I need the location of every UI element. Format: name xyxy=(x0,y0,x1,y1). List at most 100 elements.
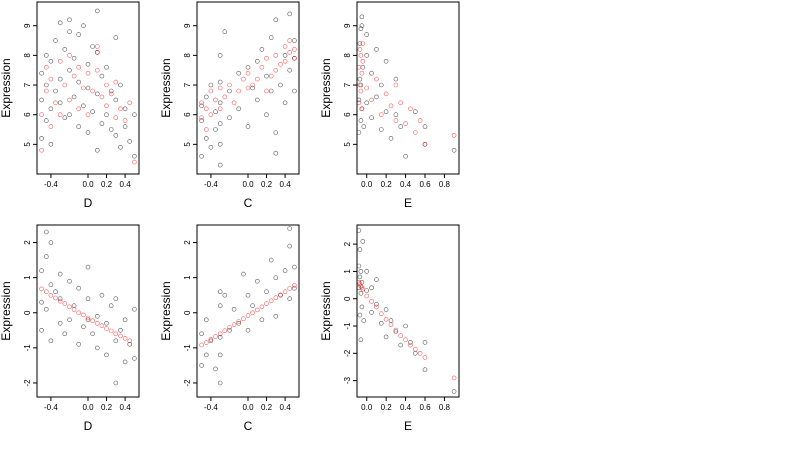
data-point xyxy=(292,47,297,52)
data-point xyxy=(122,106,128,112)
data-point xyxy=(273,295,279,301)
data-point xyxy=(85,317,91,323)
data-point xyxy=(208,338,214,344)
data-point xyxy=(95,67,100,73)
data-point xyxy=(287,67,293,73)
data-point xyxy=(43,88,49,94)
data-point xyxy=(127,139,132,144)
data-point xyxy=(199,363,204,368)
data-point xyxy=(422,124,428,129)
data-point xyxy=(358,118,364,123)
series-2 xyxy=(356,279,457,381)
data-point xyxy=(359,70,365,76)
x-tick-label: -0.4 xyxy=(44,403,58,412)
data-point xyxy=(451,389,457,394)
data-point xyxy=(67,304,72,310)
data-point xyxy=(67,17,72,23)
data-point xyxy=(118,82,123,88)
series-2 xyxy=(39,286,132,344)
data-point xyxy=(122,118,128,123)
data-point xyxy=(227,325,232,330)
data-point xyxy=(57,298,63,304)
data-point xyxy=(264,73,269,79)
y-tick-label: 2 xyxy=(183,240,192,245)
data-point xyxy=(213,109,218,114)
data-point xyxy=(217,121,223,126)
data-point xyxy=(108,91,114,97)
data-point xyxy=(245,327,251,333)
x-tick-label: 0.8 xyxy=(439,180,451,189)
data-point xyxy=(90,318,95,324)
data-point xyxy=(113,133,119,138)
data-point xyxy=(287,38,293,43)
data-point xyxy=(104,112,109,117)
data-point xyxy=(208,82,214,88)
y-tick-label: 0 xyxy=(183,310,192,315)
data-point xyxy=(113,380,119,386)
data-point xyxy=(383,307,389,312)
data-point xyxy=(417,118,423,123)
series-2 xyxy=(356,41,457,147)
data-point xyxy=(99,121,105,126)
data-point xyxy=(204,352,209,358)
data-point xyxy=(57,20,63,26)
y-axis-label: Expression xyxy=(319,58,333,117)
x-tick-label: 0.2 xyxy=(261,403,273,412)
data-point xyxy=(273,130,279,135)
data-point xyxy=(268,35,274,40)
data-point xyxy=(359,14,365,20)
data-point xyxy=(85,62,91,67)
data-point xyxy=(358,88,364,94)
data-point xyxy=(227,88,232,94)
data-point xyxy=(39,136,44,141)
data-point xyxy=(67,97,72,103)
data-point xyxy=(81,312,86,318)
data-point xyxy=(99,94,105,100)
y-tick-label: 1 xyxy=(343,269,352,274)
data-point xyxy=(217,100,223,106)
data-point xyxy=(48,58,54,64)
data-point xyxy=(132,356,137,361)
data-point xyxy=(113,115,119,120)
data-point xyxy=(282,289,288,295)
data-point xyxy=(236,70,241,76)
data-point xyxy=(378,127,384,132)
data-point xyxy=(53,38,58,43)
x-axis-label: E xyxy=(404,196,412,210)
data-point xyxy=(76,64,81,70)
data-point xyxy=(357,247,363,252)
data-point xyxy=(231,306,237,312)
data-point xyxy=(292,264,297,270)
data-point xyxy=(378,112,384,117)
data-point xyxy=(53,100,58,106)
x-tick-label: 0.0 xyxy=(242,180,254,189)
data-point xyxy=(403,323,408,329)
data-point xyxy=(90,44,95,49)
data-point xyxy=(57,271,63,277)
y-tick-label: -1 xyxy=(183,344,192,352)
data-point xyxy=(108,127,114,132)
data-point xyxy=(204,136,209,141)
data-point xyxy=(85,85,91,91)
data-point xyxy=(360,41,366,46)
data-point xyxy=(273,53,279,58)
data-point xyxy=(451,148,457,153)
data-point xyxy=(388,136,394,141)
data-point xyxy=(199,342,204,348)
y-tick-label: -2 xyxy=(343,349,352,357)
data-point xyxy=(199,103,204,109)
plot-frame xyxy=(196,224,300,398)
y-tick-label: 8 xyxy=(343,53,352,58)
data-point xyxy=(118,333,123,339)
data-point xyxy=(217,380,223,386)
data-point xyxy=(90,331,95,337)
series-2 xyxy=(199,283,297,348)
data-point xyxy=(127,341,132,347)
series-2 xyxy=(39,44,137,165)
data-point xyxy=(361,318,367,323)
data-point xyxy=(254,307,260,313)
data-point xyxy=(250,310,255,316)
y-tick-label: 6 xyxy=(183,112,192,117)
data-point xyxy=(108,328,114,334)
